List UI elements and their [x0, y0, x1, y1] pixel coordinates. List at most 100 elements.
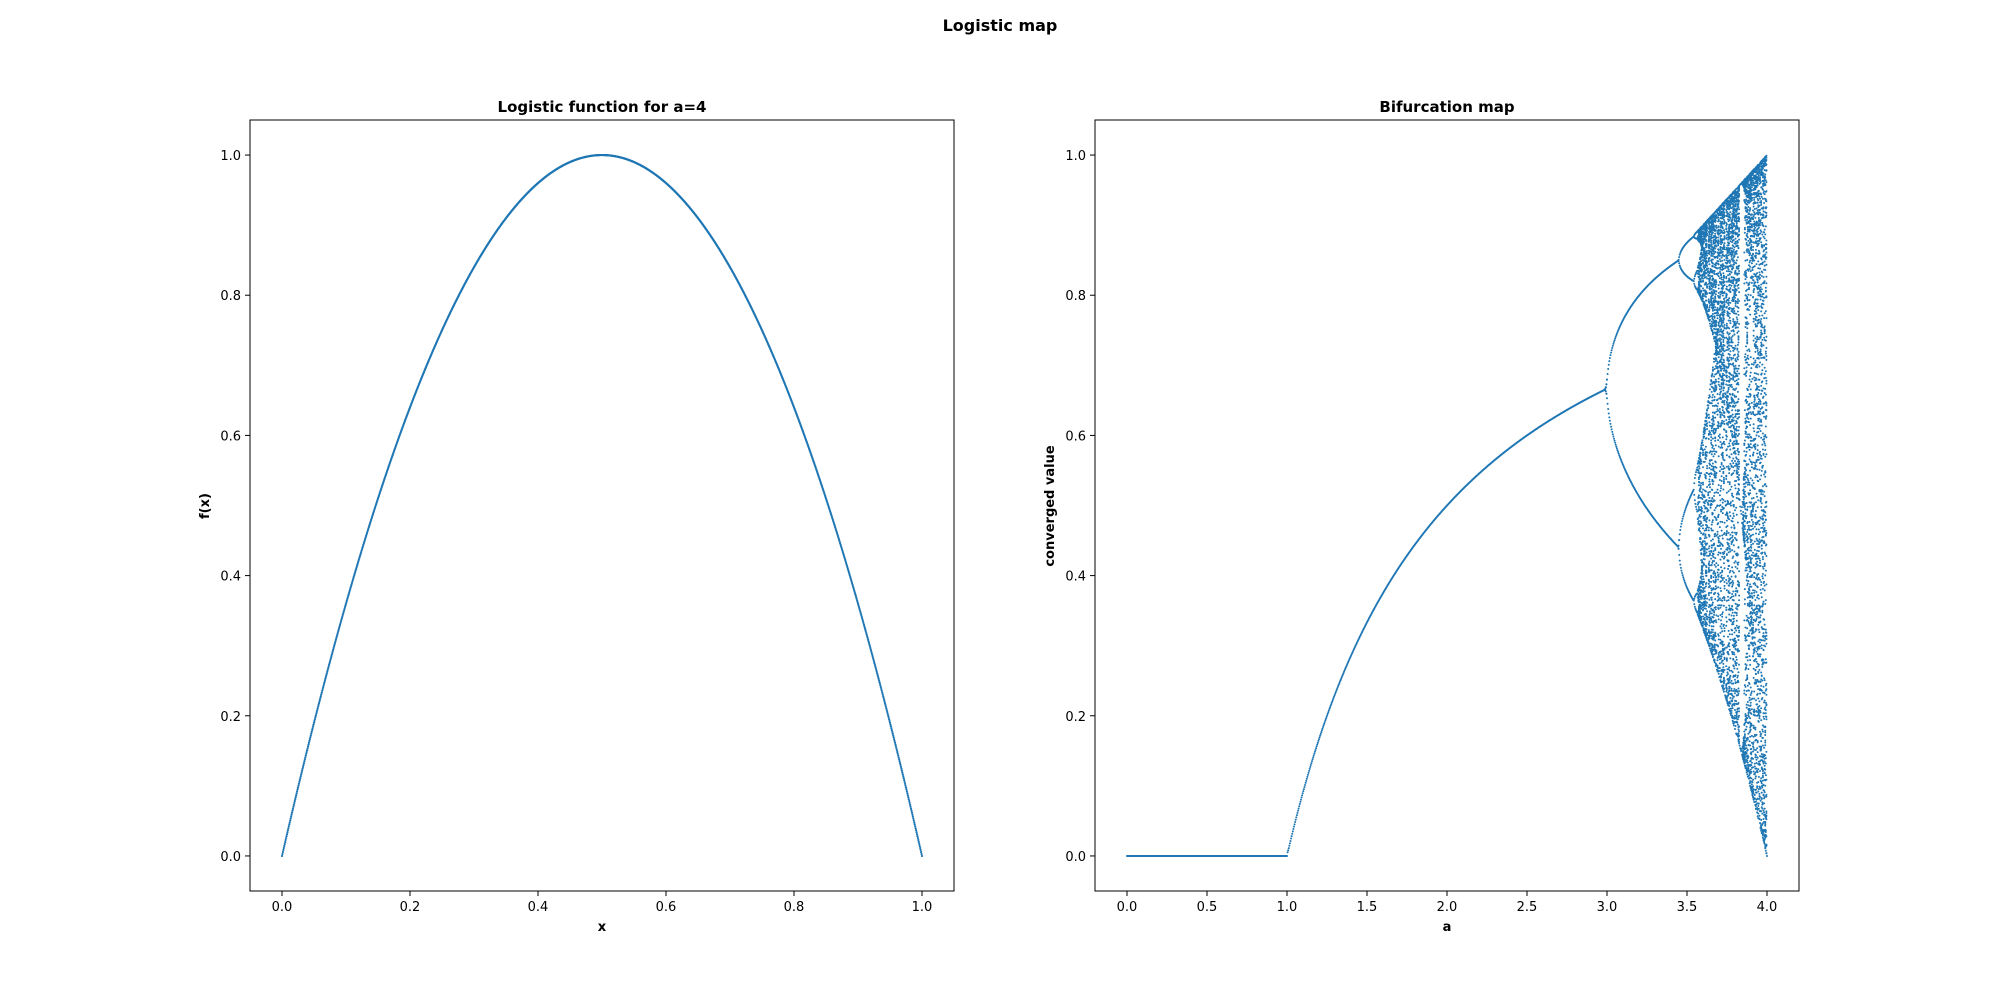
bifurcation-point — [1717, 312, 1720, 315]
bifurcation-point — [1716, 659, 1719, 662]
bifurcation-point — [1717, 513, 1720, 516]
bifurcation-point — [1711, 529, 1714, 532]
bifurcation-point — [1706, 249, 1709, 252]
bifurcation-point — [1606, 402, 1609, 405]
logistic-function-y-tick-label: 0.4 — [220, 570, 241, 585]
bifurcation-point — [1715, 380, 1718, 383]
bifurcation-point — [1720, 463, 1723, 466]
bifurcation-point — [1711, 313, 1714, 316]
bifurcation-point — [1720, 345, 1723, 348]
logistic-point — [283, 844, 286, 848]
bifurcation-point — [1718, 254, 1721, 257]
bifurcation-point — [1708, 612, 1711, 615]
logistic-point — [312, 721, 316, 724]
bifurcation-point — [1715, 410, 1718, 413]
bifurcation-point — [1717, 604, 1720, 607]
logistic-point — [907, 797, 910, 801]
bifurcation-point — [1607, 407, 1610, 410]
logistic-function-y-tick-label: 0.6 — [220, 429, 241, 444]
bifurcation-point — [1717, 244, 1720, 247]
bifurcation-point — [1710, 574, 1713, 577]
logistic-point — [320, 693, 323, 696]
bifurcation-point — [1718, 545, 1721, 548]
bifurcation-point — [1318, 736, 1321, 739]
bifurcation-point — [1715, 562, 1718, 565]
bifurcation-point — [1720, 627, 1723, 630]
logistic-point — [898, 760, 901, 763]
bifurcation-point — [1715, 386, 1718, 389]
bifurcation-point — [1711, 603, 1714, 606]
bifurcation-point — [1605, 392, 1608, 395]
logistic-point — [324, 677, 327, 680]
bifurcation-point — [1701, 493, 1704, 496]
bifurcation-point — [1718, 494, 1721, 497]
bifurcation-point — [1713, 643, 1716, 646]
bifurcation-point — [1719, 266, 1722, 269]
bifurcation-point — [1720, 475, 1723, 478]
bifurcation-point — [1698, 598, 1701, 601]
bifurcation-point — [1708, 644, 1711, 647]
bifurcation-point — [1699, 540, 1702, 543]
logistic-point — [301, 765, 305, 768]
bifurcation-point — [1720, 338, 1723, 341]
bifurcation-point — [1610, 349, 1613, 352]
logistic-point — [898, 762, 902, 765]
bifurcation-point — [1701, 572, 1704, 575]
bifurcation-point — [1711, 275, 1714, 277]
bifurcation-point — [1700, 552, 1703, 555]
bifurcation-point — [1703, 432, 1706, 435]
bifurcation-point — [1713, 303, 1716, 306]
bifurcation-point — [1707, 298, 1710, 301]
bifurcation-point — [1713, 470, 1716, 473]
bifurcation-point — [1707, 640, 1710, 643]
logistic-point — [298, 778, 301, 782]
logistic-point — [904, 786, 908, 789]
logistic-point — [325, 674, 328, 677]
bifurcation-point — [1706, 548, 1709, 551]
bifurcation-point — [1697, 484, 1700, 487]
bifurcation-point — [1613, 339, 1616, 342]
bifurcation-point — [1710, 320, 1713, 323]
logistic-point — [317, 705, 320, 708]
bifurcation-point — [1697, 478, 1700, 481]
bifurcation-point — [1606, 397, 1608, 400]
bifurcation-point — [1704, 457, 1707, 460]
bifurcation-point — [1615, 445, 1618, 448]
bifurcation-point — [1719, 587, 1722, 590]
logistic-point — [905, 788, 908, 791]
bifurcation-point — [1700, 575, 1703, 578]
bifurcation-point — [1311, 758, 1314, 761]
bifurcation-point — [1710, 459, 1713, 462]
bifurcation-point — [1294, 818, 1297, 821]
bifurcation-point — [1714, 431, 1717, 434]
logistic-point — [282, 848, 285, 852]
bifurcation-point — [1711, 404, 1714, 407]
bifurcation-point — [1320, 731, 1323, 734]
bifurcation-point — [1710, 523, 1713, 526]
bifurcation-point — [1720, 657, 1723, 660]
bifurcation-point — [1702, 606, 1704, 609]
bifurcation-point — [1719, 520, 1722, 523]
logistic-point — [920, 852, 923, 856]
bifurcation-point — [1607, 363, 1610, 366]
bifurcation-point — [1611, 430, 1614, 433]
logistic-point — [298, 780, 301, 784]
bifurcation-point — [1713, 542, 1716, 545]
bifurcation-point — [1708, 431, 1711, 434]
bifurcation-point — [1713, 563, 1716, 566]
bifurcation-point — [1705, 498, 1708, 501]
bifurcation-point — [1314, 748, 1317, 751]
bifurcation-point — [1693, 277, 1696, 280]
logistic-point — [897, 756, 900, 759]
bifurcation-point — [1717, 328, 1720, 331]
bifurcation-point — [1720, 318, 1723, 321]
bifurcation-point — [1718, 604, 1721, 607]
bifurcation-point — [1700, 444, 1703, 447]
bifurcation-point — [1706, 277, 1709, 280]
bifurcation-point — [1716, 530, 1719, 533]
bifurcation-point — [1294, 821, 1297, 823]
bifurcation-point — [1721, 521, 1724, 524]
bifurcation-point — [1695, 471, 1698, 474]
bifurcation-point — [1711, 329, 1714, 332]
bifurcation-point — [1702, 277, 1704, 280]
